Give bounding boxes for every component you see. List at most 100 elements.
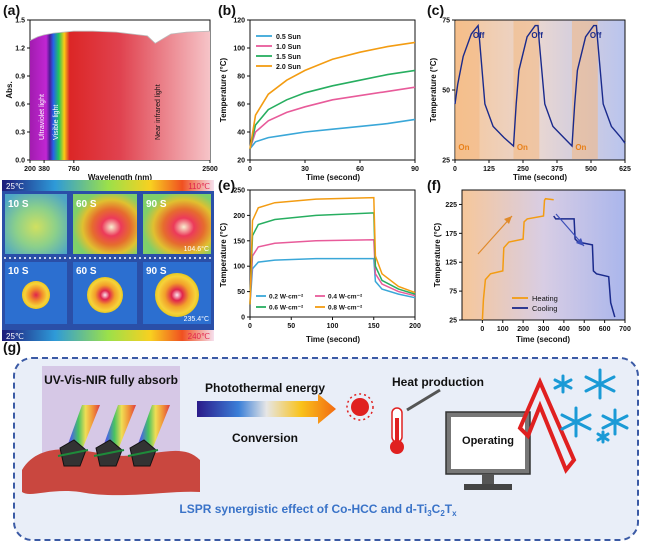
chart-f-xtick-label: 700 (619, 326, 631, 333)
chart-b-legend-label: 1.5 Sun (276, 54, 301, 61)
chart-a-ytick-label: 0.9 (15, 74, 25, 81)
thermal-scale-bottom (2, 330, 214, 341)
thermal-bottom-time-3: 90 S (146, 266, 167, 277)
chart-e-xtick-label: 50 (287, 323, 295, 330)
chart-e-ytick-label: 100 (233, 264, 245, 271)
chart-a-ytick-label: 0.3 (15, 130, 25, 137)
chart-f-legend-label: Cooling (532, 304, 557, 313)
chart-c-xtick-label: 500 (585, 166, 597, 173)
chart-e-legend-label: 0.6 W·cm⁻² (269, 305, 304, 312)
operating-label: Operating (462, 435, 514, 447)
thermal-scale-low-top: 25℃ (6, 182, 24, 191)
chart-b-sun-heating: 0 30 60 90 20 40 60 80 100 120 0.5 Sun 1.0 Sun 1.5 … (219, 18, 419, 183)
chart-f-heating-arrow (477, 215, 513, 255)
thermal-bottom-spot-2 (87, 277, 123, 313)
chart-e-xtick-label: 0 (248, 323, 252, 330)
thermal-bottom-time-1: 10 S (8, 266, 29, 277)
chart-f-ytick-label: 225 (445, 202, 457, 209)
chart-f-cooling-arrowhead (576, 238, 584, 246)
chart-e-ytick-label: 150 (233, 238, 245, 245)
chart-b-frame (249, 19, 416, 161)
thermal-top-10s (5, 194, 67, 254)
chart-e-ytick-label: 50 (237, 289, 245, 296)
chart-e-ytick-label: 200 (233, 213, 245, 220)
chart-c-on-label: On (458, 143, 469, 152)
chart-b-series-2 (249, 86, 416, 150)
chart-c-frame (454, 19, 626, 161)
thermal-top-temp: 104.6°C (184, 245, 209, 253)
chart-b-xtick-label: 60 (356, 166, 364, 173)
thermal-top-time-3: 90 S (146, 199, 167, 210)
chart-c-ytick-label: 50 (442, 88, 450, 95)
thermal-bottom-spot-1 (22, 281, 50, 309)
chart-f-xtick-label: 300 (538, 326, 550, 333)
chart-f-series-2 (553, 215, 616, 318)
monitor-icon (445, 411, 531, 490)
chart-a-ylabel: Abs. (5, 81, 14, 98)
thermal-top-time-1: 10 S (8, 199, 29, 210)
chart-f-xlabel: Time (second) (516, 335, 570, 344)
chart-b-ylabel: Temperature (°C) (219, 57, 228, 122)
chart-f-legend-label: Heating (532, 294, 558, 303)
chart-e-power-heating: 0 50 100 150 200 0 50 100 150 200 250 0.2 W·cm⁻² 0.… (219, 188, 421, 345)
chart-c-xtick-label: 250 (517, 166, 529, 173)
chart-c-cycling: 0 125 250 375 500 625 25 50 75 On On On Off Off Off T… (429, 18, 631, 183)
chart-f-xtick-label: 0 (480, 326, 484, 333)
thermal-scale-low-bottom: 25℃ (6, 332, 24, 341)
chart-c-on-label: On (575, 143, 586, 152)
chart-b-ytick-label: 120 (233, 18, 245, 25)
chart-c-off-label: Off (473, 31, 485, 40)
thermal-scale-top (2, 180, 214, 191)
chart-a-xtick-label: 200 (24, 166, 36, 173)
chart-f-ytick-label: 75 (449, 289, 457, 296)
thermal-scale-high-bottom: 240℃ (188, 332, 210, 341)
chart-e-frame (249, 189, 416, 318)
chart-c-heating-band (455, 21, 480, 159)
chart-c-cycle-line (454, 23, 626, 148)
chart-b-series-4 (249, 41, 416, 149)
chart-a-ytick-label: 1.5 (15, 18, 25, 25)
chart-b-ytick-label: 40 (237, 130, 245, 137)
chart-b-legend-label: 0.5 Sun (276, 34, 301, 41)
thermal-bottom-temp: 235.4°C (184, 315, 209, 323)
sun-icon (346, 393, 374, 421)
chart-e-series-1 (249, 257, 416, 305)
arrow-bottom-label: Conversion (232, 431, 298, 445)
chart-f-xtick-label: 200 (517, 326, 529, 333)
chart-e-xtick-label: 150 (368, 323, 380, 330)
chart-c-on-label: On (517, 143, 528, 152)
panel-label-b: (b) (218, 2, 236, 18)
chart-a-ytick-label: 0.6 (15, 102, 25, 109)
heat-bracket (517, 376, 577, 474)
chart-c-xtick-label: 0 (453, 166, 457, 173)
chart-f-series-1 (481, 197, 554, 321)
chart-f-xtick-label: 600 (599, 326, 611, 333)
chart-b-xtick-label: 90 (411, 166, 419, 173)
chart-a-ytick-label: 0.0 (15, 158, 25, 165)
thermal-top-60s (73, 194, 137, 254)
thermal-top-90s (143, 194, 211, 254)
thermal-bottom-time-2: 60 S (76, 266, 97, 277)
chart-e-legend-label: 0.2 W·cm⁻² (269, 294, 304, 301)
thermometer-icon (390, 388, 441, 454)
chart-a-xtick-label: 760 (68, 166, 80, 173)
co-hcc-particles (57, 439, 159, 467)
chart-b-ytick-label: 60 (237, 102, 245, 109)
arrow-top-label: Photothermal energy (205, 381, 325, 395)
chart-b-ytick-label: 80 (237, 74, 245, 81)
panel-label-e: (e) (218, 177, 235, 193)
chart-a-region-nir: Near infrared light (155, 84, 162, 140)
chart-f-heating-arrowhead (504, 216, 512, 224)
chart-b-legend-label: 1.0 Sun (276, 44, 301, 51)
chart-a-absorbance: 200 380 760 2500 0.0 0.3 0.6 0.9 1.2 1.5 Waveleng… (5, 18, 218, 183)
chart-f-ylabel: Temperature (°C) (433, 222, 442, 287)
chart-f-xtick-label: 500 (578, 326, 590, 333)
chart-e-series-3 (249, 212, 416, 305)
chart-e-xtick-label: 200 (409, 323, 421, 330)
chart-a-xtick-label: 2500 (202, 166, 218, 173)
absorb-title: UV-Vis-NIR fully absorb (44, 373, 178, 387)
chart-f-xtick-label: 100 (497, 326, 509, 333)
chart-c-xlabel: Time (second) (513, 173, 567, 182)
thermal-scale-high-top: 110℃ (188, 182, 210, 191)
